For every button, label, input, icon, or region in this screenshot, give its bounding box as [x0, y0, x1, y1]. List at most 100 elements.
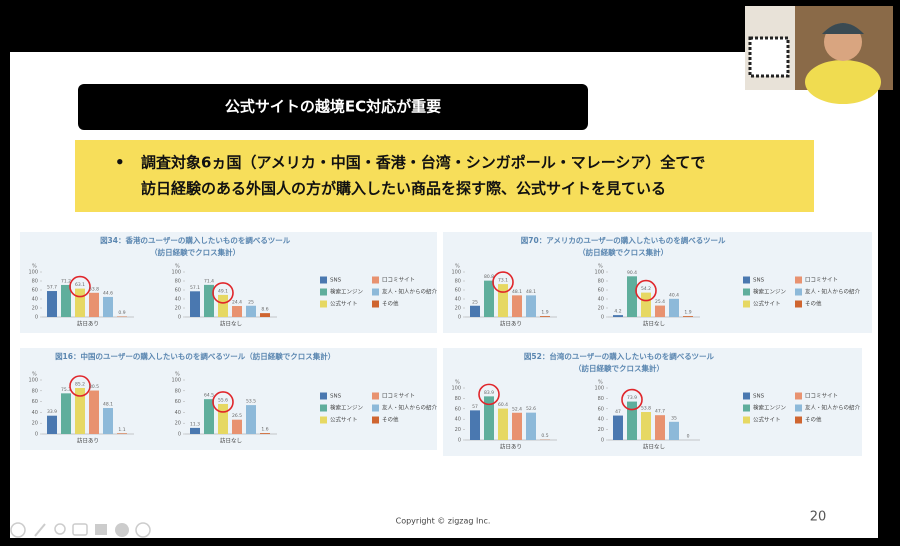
bar-label: 53.8	[641, 406, 651, 412]
legend-swatch	[743, 392, 750, 400]
bar	[655, 415, 665, 440]
bar-label: 80.8	[484, 274, 494, 280]
bar	[75, 387, 85, 434]
pen-button[interactable]	[34, 523, 46, 537]
copyright: Copyright © zigzag Inc.	[396, 517, 491, 526]
chart-subtitle: （訪日経験でクロス集計）	[578, 247, 668, 257]
legend-label: その他	[805, 300, 822, 308]
bar-label: 24.4	[232, 300, 242, 306]
bar	[260, 313, 270, 317]
bar-label: 80.5	[89, 384, 99, 390]
legend-label: 友人・知人からの紹介	[382, 404, 438, 412]
bar-label: 25.4	[655, 299, 665, 305]
bar-label: 85.2	[75, 381, 85, 387]
y-tick-label: 80	[455, 279, 461, 285]
y-tick-label: 60	[598, 406, 604, 412]
legend-label: 検索エンジン	[330, 288, 364, 296]
chart-title: 図16：中国のユーザーの購入したいものを調べるツール（訪日経験でクロス集計）	[55, 351, 335, 361]
bar-label: 33.9	[47, 409, 57, 415]
bar	[218, 294, 228, 317]
y-unit: %	[455, 264, 460, 270]
y-tick-label: 20	[32, 306, 38, 312]
legend-label: その他	[382, 300, 399, 308]
legend-swatch	[743, 288, 750, 296]
bar-label: 25	[472, 299, 478, 305]
bar-label: 60.4	[498, 402, 508, 408]
legend-label: SNS	[330, 394, 342, 400]
y-unit: %	[598, 380, 603, 386]
bar	[498, 408, 508, 440]
highlight-circle	[492, 271, 514, 293]
category-label: 訪日あり	[77, 437, 99, 445]
bar-label: 75.3	[61, 387, 71, 393]
legend-swatch	[795, 416, 802, 424]
webcam	[745, 6, 893, 104]
bar-label: 52.6	[526, 406, 536, 412]
legend-label: 友人・知人からの紹介	[382, 288, 438, 296]
y-unit: %	[175, 264, 180, 270]
bar	[641, 412, 651, 440]
y-tick-label: 40	[598, 297, 604, 303]
y-tick-label: 20	[175, 306, 181, 312]
bar-label: 11.3	[190, 421, 200, 427]
legend-label: 口コミサイト	[382, 277, 415, 284]
legend-label: 口コミサイト	[805, 277, 838, 284]
y-tick-label: 100	[594, 386, 604, 392]
video-button[interactable]	[95, 524, 107, 535]
bar	[232, 306, 242, 317]
bar-label: 53.5	[246, 399, 256, 405]
bar-label: 49.1	[218, 288, 228, 294]
y-tick-label: 100	[171, 270, 181, 276]
category-label: 訪日あり	[77, 320, 99, 328]
bar	[683, 316, 693, 317]
bar	[512, 295, 522, 317]
chart-title: 図52：台湾のユーザーの購入したいものを調べるツール	[524, 351, 715, 361]
legend-label: 検索エンジン	[753, 288, 787, 296]
forward-button[interactable]	[135, 522, 151, 538]
chart-subtitle: （訪日経験でクロス集計）	[150, 247, 240, 257]
y-unit: %	[32, 372, 37, 378]
bar-label: 0.9	[118, 310, 125, 316]
bar	[470, 305, 480, 317]
more-button[interactable]	[115, 523, 129, 537]
bar	[512, 412, 522, 440]
y-tick-label: 0	[178, 315, 181, 321]
y-tick-label: 0	[178, 432, 181, 438]
category-label: 訪日なし	[643, 443, 665, 451]
legend-label: その他	[382, 416, 399, 424]
y-unit: %	[32, 264, 37, 270]
highlight-circle	[69, 275, 91, 298]
y-tick-label: 80	[32, 388, 38, 394]
bar-label: 8.6	[261, 307, 268, 313]
y-tick-label: 40	[32, 410, 38, 416]
bar-label: 4.2	[614, 309, 621, 315]
legend-swatch	[795, 404, 802, 412]
legend-swatch	[320, 300, 327, 308]
y-tick-label: 40	[32, 297, 38, 303]
bar	[89, 292, 99, 317]
y-tick-label: 100	[451, 270, 461, 276]
y-tick-label: 100	[28, 378, 38, 384]
zoom-button[interactable]	[54, 523, 66, 535]
bar-label: 44.6	[103, 290, 113, 296]
bar	[669, 421, 679, 440]
bar	[61, 284, 71, 317]
caption-button[interactable]	[72, 523, 88, 536]
back-button[interactable]	[10, 522, 26, 538]
legend-label: その他	[805, 416, 822, 424]
y-tick-label: 60	[32, 399, 38, 405]
legend-label: SNS	[753, 278, 765, 284]
y-tick-label: 40	[455, 417, 461, 423]
charts: 図34：香港のユーザーの購入したいものを調べるツール （訪日経験でクロス集計）% 0…	[20, 232, 872, 456]
bar	[627, 401, 637, 440]
bar	[470, 410, 480, 440]
y-tick-label: 0	[601, 438, 604, 444]
highlight-circle	[635, 279, 657, 302]
slide-title: 公式サイトの越境EC対応が重要	[225, 98, 441, 116]
legend-swatch	[795, 392, 802, 400]
legend-label: 公式サイト	[753, 300, 781, 308]
bar-label: 54.2	[641, 286, 651, 292]
y-tick-label: 60	[175, 399, 181, 405]
bar-label: 57.1	[190, 285, 200, 291]
